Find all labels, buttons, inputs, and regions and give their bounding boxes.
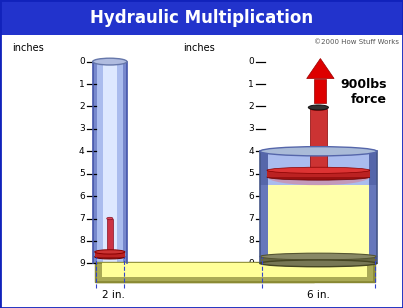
Bar [260, 185, 268, 257]
Text: 8: 8 [248, 237, 254, 245]
Text: 2 in.: 2 in. [102, 290, 125, 299]
Text: 6 in.: 6 in. [307, 290, 330, 299]
Bar [96, 263, 374, 282]
Bar [97, 62, 123, 263]
Text: 7: 7 [79, 214, 85, 223]
Ellipse shape [267, 174, 370, 180]
Bar [369, 185, 377, 257]
Text: 4: 4 [79, 147, 85, 156]
Text: 0: 0 [248, 57, 254, 66]
Ellipse shape [93, 58, 127, 65]
Bar [267, 170, 370, 177]
Bar [102, 262, 368, 276]
Text: 9: 9 [79, 259, 85, 268]
Text: 4: 4 [248, 147, 254, 156]
Text: 9: 9 [248, 259, 254, 268]
Bar [102, 263, 367, 277]
Text: 6: 6 [79, 192, 85, 201]
Ellipse shape [260, 260, 377, 267]
Bar [369, 151, 377, 185]
Text: 8: 8 [79, 237, 85, 245]
Text: 7: 7 [248, 214, 254, 223]
Text: 3: 3 [79, 124, 85, 133]
Text: 2: 2 [248, 102, 254, 111]
Bar [268, 151, 369, 185]
Text: 900lbs
force: 900lbs force [341, 79, 387, 106]
Text: 5: 5 [248, 169, 254, 178]
Ellipse shape [310, 107, 327, 111]
Text: 5: 5 [79, 169, 85, 178]
Bar [310, 109, 327, 170]
Polygon shape [307, 59, 334, 79]
Ellipse shape [260, 147, 377, 156]
Text: 0: 0 [79, 57, 85, 66]
Bar [103, 62, 116, 263]
Ellipse shape [95, 255, 125, 259]
Bar [314, 79, 326, 103]
Text: inches: inches [12, 43, 44, 53]
Bar [102, 263, 367, 277]
Bar [268, 185, 369, 257]
Ellipse shape [308, 105, 328, 110]
Text: ©2000 How Stuff Works: ©2000 How Stuff Works [314, 38, 399, 44]
Ellipse shape [267, 167, 370, 173]
Text: 1: 1 [79, 79, 85, 88]
Ellipse shape [260, 253, 377, 260]
Bar [95, 252, 125, 257]
Text: inches: inches [183, 43, 215, 53]
Bar [260, 151, 268, 185]
Bar [123, 62, 127, 263]
Text: 1: 1 [248, 79, 254, 88]
Ellipse shape [95, 250, 125, 254]
Text: 6: 6 [248, 192, 254, 201]
Bar [96, 263, 314, 282]
Bar [0, 0, 403, 35]
Ellipse shape [107, 217, 113, 220]
Ellipse shape [267, 168, 370, 185]
Bar [95, 262, 102, 282]
Text: 3: 3 [248, 124, 254, 133]
Text: Hydraulic Multiplication: Hydraulic Multiplication [90, 9, 313, 26]
Bar [107, 218, 113, 252]
Bar [93, 62, 97, 263]
Bar [260, 257, 377, 263]
Bar [95, 262, 375, 282]
Text: 2: 2 [79, 102, 85, 111]
